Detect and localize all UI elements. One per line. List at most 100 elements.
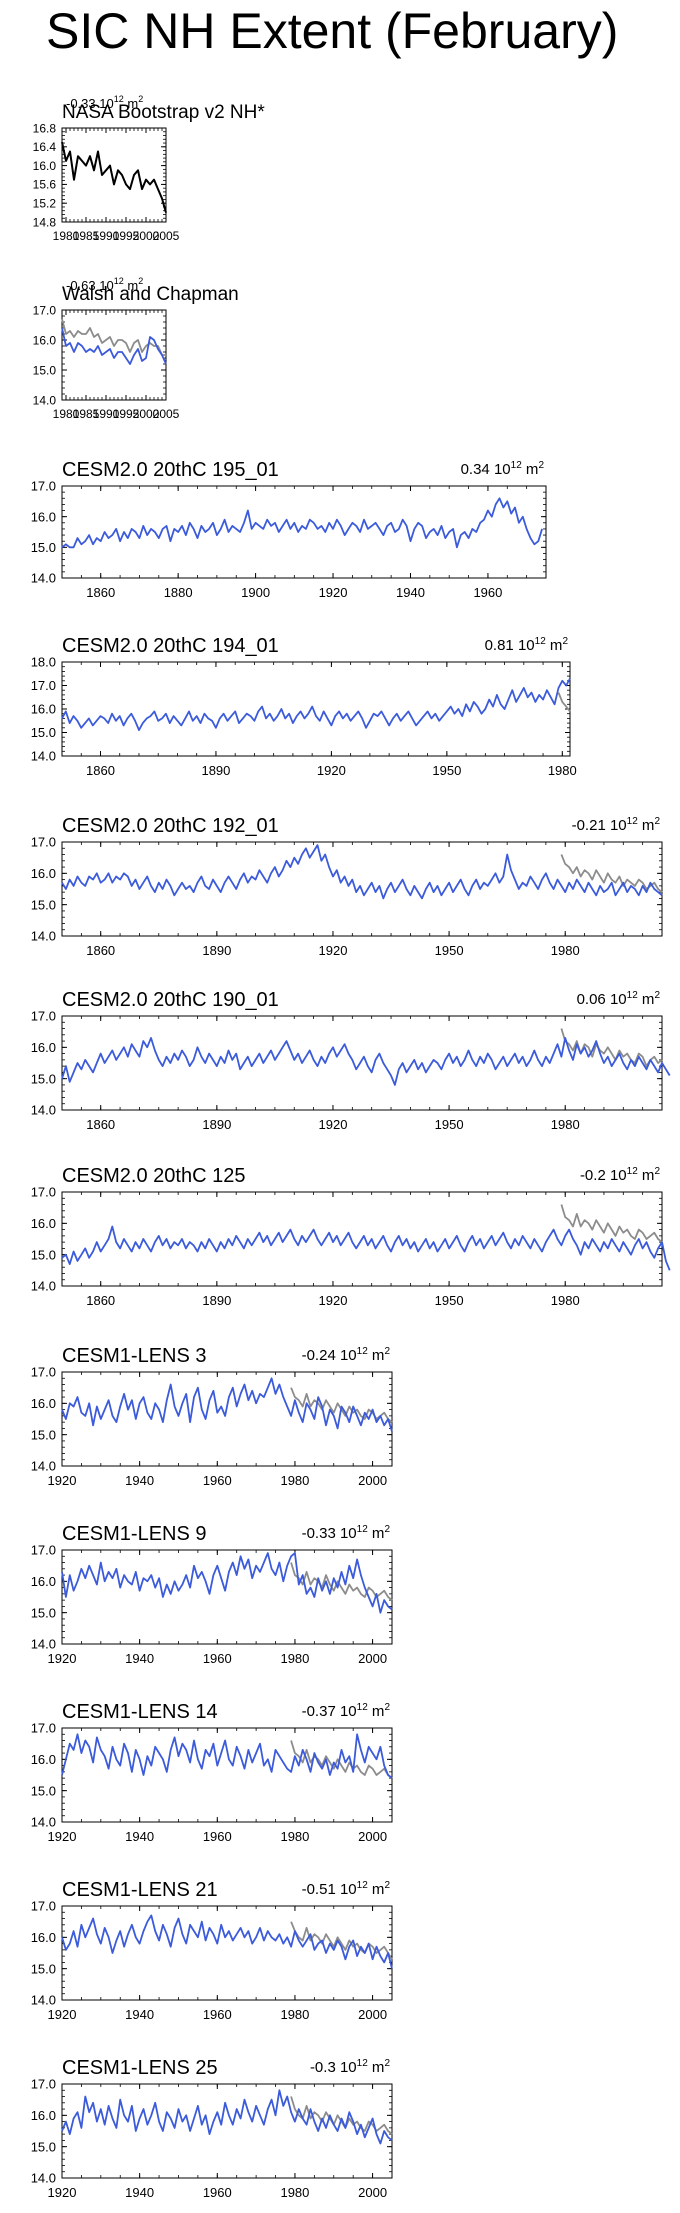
y-tick-label: 17.0 — [31, 2077, 56, 2092]
trend-unit-label: m — [522, 461, 539, 478]
chart-panel-4: 14.0 15.0 16.0 17.0 18.0 1860 1890 1920 1950 1980… — [31, 635, 577, 778]
trend-annotation: -0.37 1012 m2 — [302, 1702, 391, 1720]
x-tick-label: 1980 — [280, 2007, 309, 2022]
x-tick-label: 1860 — [86, 943, 115, 958]
trend-unit-base: 10 — [340, 1525, 357, 1542]
trend-unit-exponent: 12 — [627, 1166, 639, 1177]
panel-title: CESM1-LENS 14 — [62, 1701, 218, 1723]
trend-annotation: -0.24 1012 m2 — [302, 1346, 391, 1364]
x-tick-label: 1960 — [203, 1473, 232, 1488]
series-line-model — [61, 1914, 393, 1969]
x-tick-label: 1940 — [125, 2007, 154, 2022]
y-tick-label: 17.0 — [31, 678, 56, 693]
x-tick-label: 1985 — [73, 407, 100, 421]
x-tick-label: 1980 — [551, 1117, 580, 1132]
y-tick-label: 16.0 — [31, 1752, 56, 1767]
y-tick-label: 15.0 — [31, 1605, 56, 1620]
trend-unit-exponent: 12 — [357, 1880, 369, 1891]
x-tick-label: 1920 — [317, 763, 346, 778]
trend-value: -0.33 — [66, 96, 99, 111]
plot-frame — [61, 1371, 393, 1467]
y-tick-label: 15.0 — [31, 1247, 56, 1262]
plot-frame — [61, 1191, 663, 1287]
y-tick-label: 14.8 — [33, 215, 57, 229]
trend-unit-power: 2 — [654, 1166, 660, 1177]
y-tick-label: 14.0 — [33, 393, 57, 407]
series-line-model — [61, 2089, 393, 2145]
series-line-ref — [557, 692, 571, 712]
chart-panel-1: 14.8 15.2 15.6 16.0 16.4 16.8 1980198519901995… — [33, 94, 266, 243]
y-tick-label: 14.0 — [31, 749, 56, 764]
plot-frame — [61, 127, 167, 223]
trend-unit-base: 10 — [99, 278, 113, 293]
plot-frame — [61, 2083, 393, 2179]
panel-title: CESM1-LENS 9 — [62, 1523, 207, 1545]
y-tick-label: 16.0 — [31, 2108, 56, 2123]
trend-unit-base: 10 — [610, 1167, 627, 1184]
x-tick-label: 2005 — [153, 229, 180, 243]
y-tick-label: 14.0 — [31, 929, 56, 944]
y-tick-label: 15.2 — [33, 197, 57, 211]
x-tick-label: 1860 — [86, 585, 115, 600]
series-line-model — [61, 1225, 671, 1271]
panel-title: CESM1-LENS 3 — [62, 1345, 207, 1367]
series-line-model — [61, 1733, 393, 1779]
y-tick-label: 18.0 — [31, 655, 56, 670]
y-tick-label: 14.0 — [31, 1993, 56, 2008]
trend-unit-label: m — [368, 1347, 385, 1364]
x-tick-label: 1890 — [202, 943, 231, 958]
chart-panel-11: 14.0 15.0 16.0 17.0 1920 1940 1960 1980 2000 CESM… — [31, 1879, 393, 2022]
trend-value: -0.63 — [66, 278, 99, 293]
trend-unit-power: 2 — [654, 816, 660, 827]
trend-unit-power: 2 — [138, 94, 143, 104]
trend-unit-label: m — [638, 1167, 655, 1184]
x-tick-label: 1860 — [86, 1117, 115, 1132]
x-tick-label: 1920 — [48, 2007, 77, 2022]
x-tick-label: 1960 — [203, 1651, 232, 1666]
x-tick-label: 1980 — [280, 1651, 309, 1666]
trend-unit-base: 10 — [340, 1347, 357, 1364]
y-tick-label: 17.0 — [31, 1185, 56, 1200]
x-tick-label: 1920 — [48, 1473, 77, 1488]
x-tick-label: 1920 — [48, 2185, 77, 2200]
trend-unit-exponent: 12 — [357, 1524, 369, 1535]
trend-unit-base: 10 — [518, 637, 535, 654]
panel-title: NASA Bootstrap v2 NH* — [62, 102, 265, 123]
trend-unit-exponent: 12 — [627, 816, 639, 827]
trend-unit-exponent: 12 — [535, 636, 547, 647]
trend-unit-base: 10 — [340, 1881, 357, 1898]
x-tick-label: 1960 — [203, 2185, 232, 2200]
trend-annotation: -0.3 1012 m2 — [310, 2058, 391, 2076]
x-tick-label: 1940 — [125, 2185, 154, 2200]
series-line-model — [61, 497, 543, 549]
panel-title: CESM2.0 20thC 194_01 — [62, 635, 279, 657]
plot-frame — [61, 841, 663, 937]
x-tick-label: 1950 — [432, 763, 461, 778]
x-tick-label: 1920 — [319, 1117, 348, 1132]
x-tick-label: 1950 — [435, 1117, 464, 1132]
series-line-ref — [560, 854, 663, 893]
y-tick-label: 14.0 — [31, 2171, 56, 2186]
trend-unit-exponent: 12 — [627, 990, 639, 1001]
y-tick-label: 16.0 — [33, 159, 57, 173]
x-tick-label: 1890 — [202, 1293, 231, 1308]
x-tick-label: 1980 — [280, 2185, 309, 2200]
trend-unit-label: m — [546, 637, 563, 654]
chart-panel-6: 14.0 15.0 16.0 17.0 1860 1890 1920 1950 1980 CESM… — [31, 989, 671, 1132]
x-tick-label: 2000 — [358, 1473, 387, 1488]
trend-unit-exponent: 12 — [357, 1346, 369, 1357]
y-tick-label: 15.0 — [33, 363, 57, 377]
y-tick-label: 15.6 — [33, 178, 57, 192]
y-tick-label: 14.0 — [31, 1637, 56, 1652]
trend-unit-base: 10 — [610, 817, 627, 834]
y-tick-label: 16.8 — [33, 121, 57, 135]
y-tick-label: 14.0 — [31, 1279, 56, 1294]
trend-value: -0.51 — [302, 1881, 340, 1898]
x-tick-label: 1995 — [113, 407, 140, 421]
trend-unit-exponent: 12 — [511, 460, 523, 471]
x-tick-label: 1960 — [203, 2007, 232, 2022]
chart-panel-9: 14.0 15.0 16.0 17.0 1920 1940 1960 1980 2000 CESM… — [31, 1523, 393, 1666]
y-tick-label: 14.0 — [31, 571, 56, 586]
trend-value: -0.37 — [302, 1703, 340, 1720]
